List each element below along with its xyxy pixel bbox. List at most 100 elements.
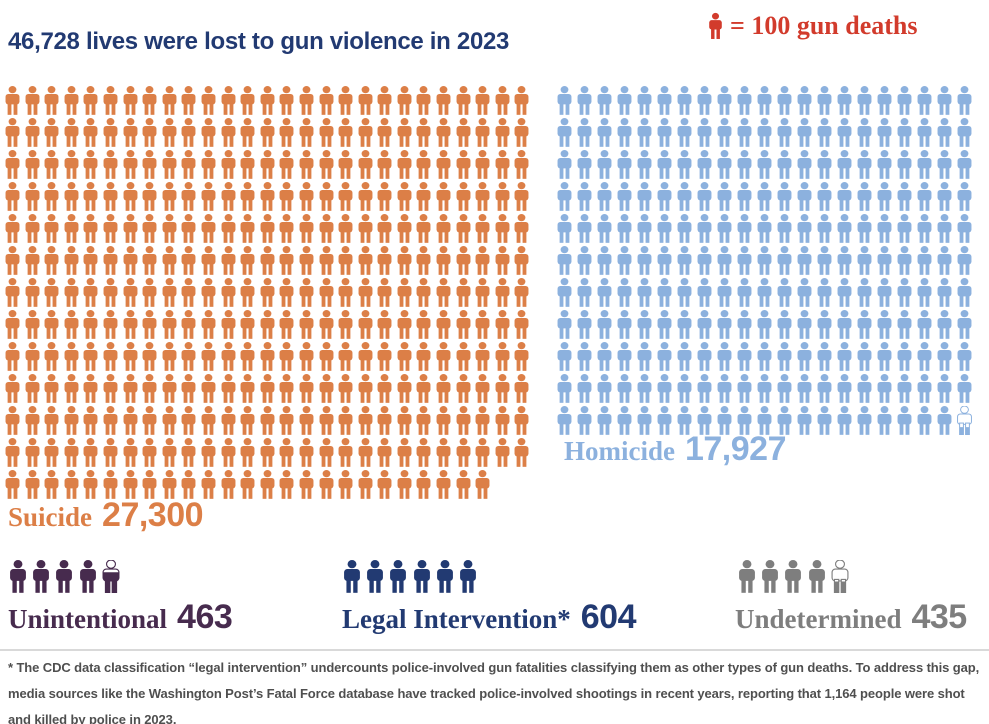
person-icon — [396, 342, 416, 374]
person-icon — [396, 150, 416, 182]
person-icon — [455, 310, 475, 342]
person-icon — [337, 310, 357, 342]
person-icon — [856, 246, 876, 278]
person-icon — [474, 374, 494, 406]
person-icon — [376, 150, 396, 182]
person-icon — [616, 342, 636, 374]
category-name: Suicide — [8, 502, 93, 532]
person-icon — [337, 438, 357, 470]
person-icon — [298, 118, 318, 150]
person-icon — [796, 182, 816, 214]
person-icon — [298, 150, 318, 182]
person-icon — [656, 246, 676, 278]
person-icon — [161, 342, 181, 374]
person-icon — [63, 86, 83, 118]
page-title: 46,728 lives were lost to gun violence i… — [8, 28, 510, 55]
person-icon — [796, 214, 816, 246]
person-icon — [676, 118, 696, 150]
person-icon — [82, 150, 102, 182]
person-icon — [63, 374, 83, 406]
person-icon — [239, 310, 259, 342]
person-icon — [676, 214, 696, 246]
person-icon — [494, 214, 514, 246]
person-icon — [376, 214, 396, 246]
person-icon — [796, 374, 816, 406]
person-icon — [415, 374, 435, 406]
person-icon — [435, 438, 455, 470]
person-icon — [936, 182, 956, 214]
person-icon — [474, 438, 494, 470]
person-icon — [716, 406, 736, 438]
person-icon — [474, 86, 494, 118]
person-icon — [4, 406, 24, 438]
person-icon — [513, 342, 533, 374]
person-icon — [556, 246, 576, 278]
person-icon — [856, 406, 876, 438]
person-icon — [756, 406, 776, 438]
person-icon — [43, 342, 63, 374]
person-icon — [141, 310, 161, 342]
person-icon — [696, 310, 716, 342]
category-name: Homicide — [564, 436, 675, 466]
person-icon — [141, 278, 161, 310]
person-icon — [318, 470, 338, 502]
person-icon — [259, 374, 279, 406]
person-icon — [161, 214, 181, 246]
person-icon — [956, 118, 976, 150]
person-icon — [455, 246, 475, 278]
person-icon — [776, 86, 796, 118]
person-icon — [376, 86, 396, 118]
footnote-text: * The CDC data classification “legal int… — [8, 660, 980, 724]
person-icon — [337, 182, 357, 214]
person-icon — [376, 374, 396, 406]
person-icon — [556, 374, 576, 406]
person-icon — [82, 342, 102, 374]
person-icon — [776, 150, 796, 182]
person-icon — [415, 118, 435, 150]
person-icon — [415, 214, 435, 246]
category-value: 604 — [580, 598, 637, 636]
person-icon — [161, 470, 181, 502]
person-icon — [43, 406, 63, 438]
person-icon — [102, 118, 122, 150]
person-icon — [141, 214, 161, 246]
person-icon — [357, 470, 377, 502]
person-icon — [513, 310, 533, 342]
person-icon — [396, 118, 416, 150]
person-icon — [576, 374, 596, 406]
person-icon — [956, 278, 976, 310]
person-icon — [24, 182, 44, 214]
person-icon — [278, 118, 298, 150]
person-icon — [956, 310, 976, 342]
person-icon — [556, 118, 576, 150]
person-icon — [796, 406, 816, 438]
person-icon — [63, 182, 83, 214]
person-icon — [141, 470, 161, 502]
person-icon — [756, 342, 776, 374]
person-icon — [63, 150, 83, 182]
person-icon — [298, 278, 318, 310]
person-icon — [318, 342, 338, 374]
person-icon — [455, 470, 475, 502]
person-icon — [4, 214, 24, 246]
person-icon — [259, 86, 279, 118]
person-icon — [916, 182, 936, 214]
person-icon — [435, 86, 455, 118]
person-icon — [220, 406, 240, 438]
person-icon — [936, 278, 956, 310]
person-icon — [4, 86, 24, 118]
person-icon — [736, 150, 756, 182]
person-icon — [82, 406, 102, 438]
person-icon — [856, 374, 876, 406]
person-icon — [415, 246, 435, 278]
person-icon — [376, 342, 396, 374]
person-icon — [54, 560, 77, 596]
person-icon — [82, 374, 102, 406]
person-icon — [936, 214, 956, 246]
person-icon — [616, 278, 636, 310]
person-icon — [756, 86, 776, 118]
person-icon — [357, 150, 377, 182]
person-icon — [474, 310, 494, 342]
person-icon — [82, 438, 102, 470]
person-icon — [696, 406, 716, 438]
